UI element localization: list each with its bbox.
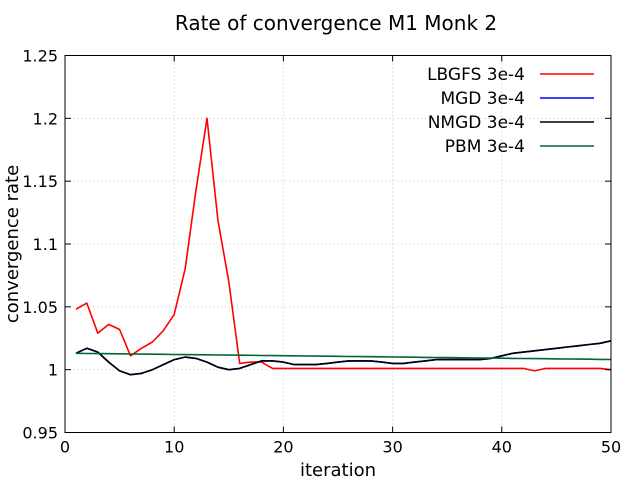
y-tick-labels: 0.95 1 1.05 1.1 1.15 1.2 1.25 [22,47,58,443]
x-tick-labels: 0 10 20 30 40 50 [60,438,621,457]
y-tick-label: 1.2 [33,109,58,128]
legend-label-mgd-3e-4: MGD 3e-4 [440,89,525,109]
legend-label-pbm-3e-4: PBM 3e-4 [445,137,525,157]
axis-ticks [64,55,612,433]
legend-label-lbgfs-3e-4: LBGFS 3e-4 [427,65,525,85]
y-tick-label: 1.05 [22,298,58,317]
legend: LBGFS 3e-4 MGD 3e-4 NMGD 3e-4 PBM 3e-4 [427,65,594,157]
x-tick-label: 50 [601,438,621,457]
legend-label-nmgd-3e-4: NMGD 3e-4 [428,113,525,133]
y-tick-label: 1.1 [33,235,58,254]
chart-title: Rate of convergence M1 Monk 2 [175,11,497,35]
x-axis-label: iteration [300,460,376,480]
x-tick-label: 20 [273,438,293,457]
y-tick-label: 0.95 [22,424,58,443]
y-axis-label: convergence rate [2,165,23,323]
series-line-pbm-3e-4 [75,352,612,361]
grid [65,55,611,433]
y-tick-label: 1.15 [22,172,58,191]
y-tick-label: 1.25 [22,47,58,66]
x-tick-label: 30 [382,438,402,457]
series-line-lbgfs-3e-4 [75,117,612,372]
series-line-nmgd-3e-4 [75,340,612,376]
y-tick-label: 1 [48,361,58,380]
x-tick-label: 0 [60,438,70,457]
x-tick-label: 10 [164,438,184,457]
series-lines [75,117,612,376]
x-tick-label: 40 [492,438,512,457]
